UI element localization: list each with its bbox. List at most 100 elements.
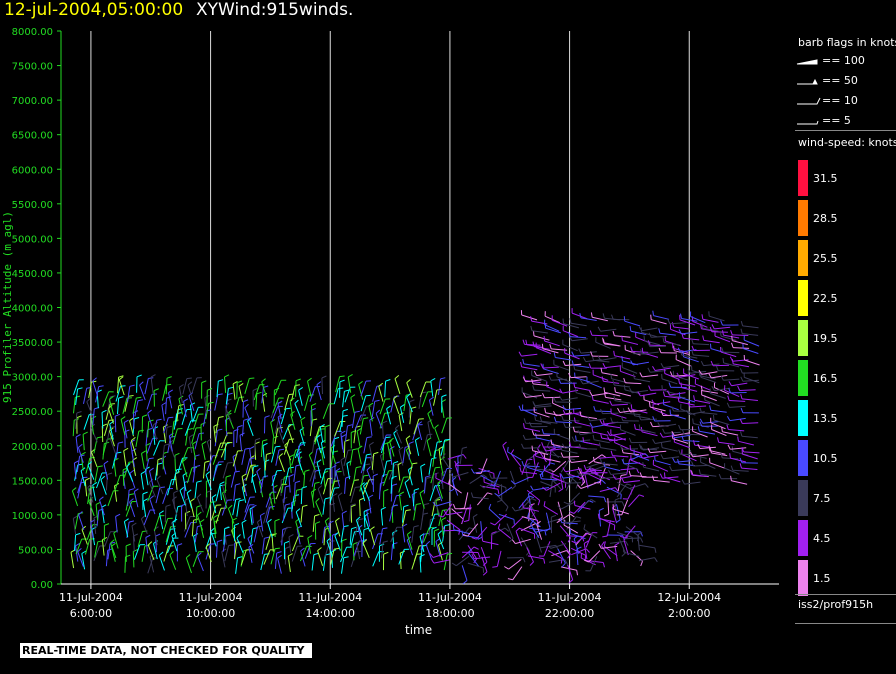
wind-barb-flag	[697, 443, 701, 449]
wind-barb	[446, 511, 463, 516]
wind-barb-flag	[720, 452, 723, 459]
wind-barb-flag	[316, 381, 322, 386]
speed-legend-title: wind-speed: knots	[798, 136, 896, 149]
wind-barb	[541, 478, 558, 481]
wind-barb	[542, 348, 559, 354]
wind-barb	[362, 479, 370, 495]
wind-barb	[222, 462, 228, 479]
wind-barb-flag	[206, 479, 212, 482]
wind-barb	[245, 458, 251, 475]
wind-barb-flag	[470, 492, 474, 498]
wind-barb-flag	[520, 361, 523, 367]
wind-barb	[488, 508, 502, 520]
wind-barb	[363, 511, 366, 528]
wind-barb	[109, 438, 116, 454]
wind-barb	[693, 464, 710, 467]
wind-barb-flag	[575, 483, 579, 489]
wind-barb	[714, 335, 731, 343]
wind-barb	[393, 398, 400, 415]
wind-barb-flag	[224, 402, 230, 408]
wind-barb	[624, 389, 641, 395]
wind-barb-flag	[549, 343, 552, 350]
wind-barb	[722, 431, 739, 436]
wind-barb-flag	[295, 378, 301, 382]
barb-legend-title: barb flags in knots	[798, 36, 896, 49]
wind-barb-flag	[711, 385, 715, 391]
wind-barb-flag	[317, 547, 322, 551]
wind-barb-flag	[414, 488, 420, 491]
wind-barb	[555, 412, 572, 417]
color-swatch-label: 1.5	[813, 572, 831, 585]
wind-barb-flag	[118, 376, 124, 381]
wind-barb-flag	[244, 447, 250, 450]
wind-barb	[729, 400, 746, 402]
wind-barb-flag	[729, 356, 734, 362]
wind-barb-flag	[298, 443, 304, 447]
header-title: XYWind:915winds.	[196, 0, 354, 20]
wind-barb-flag	[571, 436, 575, 442]
wind-barb	[419, 493, 425, 509]
wind-barb	[585, 532, 593, 548]
wind-barb	[681, 318, 698, 322]
wind-barb-flag	[537, 500, 541, 506]
wind-barb-flag	[149, 495, 155, 500]
wind-barb	[191, 520, 194, 537]
wind-barb-flag	[75, 434, 81, 438]
wind-barb-flag	[721, 347, 724, 353]
wind-barb	[537, 448, 547, 463]
wind-barb-flag	[662, 337, 665, 343]
wind-barb	[512, 566, 523, 580]
wind-barb-flag	[104, 523, 110, 526]
wind-barb	[729, 417, 746, 422]
wind-barb	[330, 448, 336, 464]
wind-barb-flag	[145, 534, 151, 538]
wind-barb	[406, 382, 413, 398]
wind-barb-flag	[307, 377, 312, 382]
wind-barb-flag	[519, 466, 522, 473]
wind-barb	[663, 341, 680, 346]
wind-barb-flag	[354, 410, 360, 413]
wind-barb-flag	[331, 465, 337, 469]
wind-barb	[165, 378, 168, 395]
wind-barb-flag	[630, 404, 633, 410]
wind-barb-flag	[357, 445, 363, 450]
wind-barb	[419, 556, 422, 573]
wind-barb-flag	[720, 375, 724, 381]
wind-barb	[404, 482, 411, 498]
wind-barb	[162, 488, 169, 504]
wind-barb	[241, 476, 246, 493]
wind-barb	[724, 467, 740, 475]
source-label: iss2/prof915h	[798, 598, 874, 611]
wind-barb-flag	[277, 554, 282, 559]
wind-barb	[262, 395, 266, 412]
wind-barb	[582, 380, 599, 385]
wind-barb	[168, 392, 173, 409]
wind-barb-flag	[155, 533, 161, 537]
wind-barb	[214, 430, 218, 447]
wind-barb-flag	[295, 508, 301, 513]
wind-barb	[714, 326, 731, 330]
x-axis-label: time	[405, 623, 433, 637]
legend-divider	[795, 594, 896, 595]
wind-barb-flag	[601, 454, 607, 458]
wind-barb	[372, 551, 380, 567]
wind-barb	[88, 500, 95, 517]
wind-barb-flag	[689, 452, 694, 457]
wind-barb	[72, 420, 75, 437]
wind-barb-flag	[320, 446, 326, 450]
wind-barb	[480, 458, 488, 474]
wind-barb-flag	[363, 474, 369, 477]
wind-barb-flag	[236, 534, 241, 539]
wind-barb	[158, 555, 165, 571]
wind-barb	[375, 413, 383, 429]
wind-barb	[427, 422, 432, 438]
wind-barb	[145, 537, 149, 554]
wind-barb-flag	[647, 340, 651, 346]
y-tick-label: 5000.00	[12, 234, 53, 245]
wind-barb	[628, 494, 640, 508]
wind-barb	[472, 496, 489, 500]
wind-barb-flag	[602, 562, 605, 568]
wind-barb	[710, 409, 727, 413]
wind-barb	[523, 363, 540, 367]
wind-barb-flag	[237, 380, 243, 384]
